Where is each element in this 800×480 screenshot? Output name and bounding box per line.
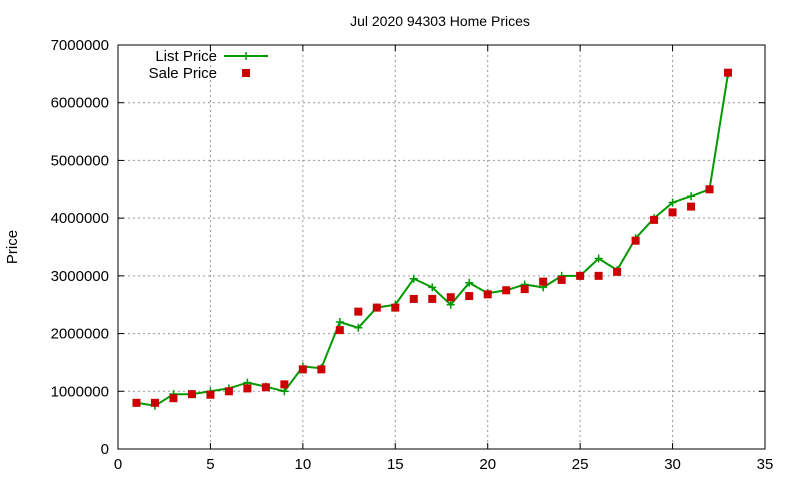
sale-price-point <box>409 294 418 303</box>
y-tick-label: 0 <box>101 441 109 458</box>
chart-title: Jul 2020 94303 Home Prices <box>350 13 530 29</box>
y-tick-label: 1000000 <box>51 383 109 400</box>
sale-price-point <box>298 365 307 374</box>
axis-ticks: 0 5 10 15 20 25 30 35 0 1000000 2000000 3000000 4000… <box>51 37 774 473</box>
legend-label: Sale Price <box>149 65 217 82</box>
sale-price-point <box>150 398 159 407</box>
sale-price-point <box>520 285 529 294</box>
sale-price-point <box>465 292 474 301</box>
list-price-point <box>428 283 437 292</box>
sale-price-point <box>576 271 585 280</box>
sale-price-point <box>224 387 233 396</box>
x-tick-label: 5 <box>206 456 214 473</box>
x-tick-label: 10 <box>295 456 312 473</box>
x-tick-label: 30 <box>664 456 681 473</box>
sale-price-point <box>335 326 344 335</box>
plot-frame <box>117 44 766 450</box>
sale-price-point <box>483 290 492 299</box>
legend-marker-square <box>242 69 250 77</box>
list-price-point <box>687 192 696 201</box>
sale-price-point <box>372 303 381 312</box>
sale-price-point <box>169 394 178 403</box>
sale-price-point <box>502 286 511 295</box>
sale-price-point <box>391 303 400 312</box>
list-price-point <box>335 318 344 327</box>
sale-price-point <box>206 390 215 399</box>
y-axis-label: Price <box>4 230 21 264</box>
series <box>132 68 733 410</box>
x-tick-label: 0 <box>114 456 122 473</box>
y-tick-label: 6000000 <box>51 95 109 112</box>
list-price-point <box>280 387 289 396</box>
list-price-point <box>594 254 603 263</box>
sale-price-point <box>280 380 289 389</box>
x-tick-label: 25 <box>572 456 589 473</box>
sale-price-point <box>243 384 252 393</box>
y-tick-label: 2000000 <box>51 326 109 343</box>
sale-price-point <box>187 390 196 399</box>
sale-price-point <box>132 398 141 407</box>
sale-price-point <box>317 365 326 374</box>
sale-price-point <box>539 277 548 286</box>
list-price-point <box>465 278 474 287</box>
y-tick-label: 3000000 <box>51 268 109 285</box>
y-tick-label: 7000000 <box>51 37 109 54</box>
sale-price-point <box>724 68 733 77</box>
sale-price-point <box>446 293 455 302</box>
legend-marker-plus <box>242 52 250 60</box>
sale-price-point <box>261 383 270 392</box>
sale-price-point <box>428 294 437 303</box>
x-tick-label: 35 <box>757 456 774 473</box>
sale-price-point <box>594 271 603 280</box>
x-tick-label: 15 <box>387 456 404 473</box>
sale-price-point <box>687 202 696 211</box>
list-price-point <box>409 274 418 283</box>
sale-price-point <box>631 236 640 245</box>
sale-price-point <box>668 208 677 217</box>
sale-price-point <box>354 307 363 316</box>
list-price-point <box>446 300 455 309</box>
x-tick-label: 20 <box>479 456 496 473</box>
list-price-point <box>354 323 363 332</box>
sale-price-point <box>613 267 622 276</box>
y-tick-label: 4000000 <box>51 210 109 227</box>
legend-label: List Price <box>155 48 217 65</box>
sale-price-point <box>705 185 714 194</box>
list-price-point <box>668 198 677 207</box>
y-tick-label: 5000000 <box>51 152 109 169</box>
sale-price-point <box>650 215 659 224</box>
sale-price-point <box>557 275 566 284</box>
grid <box>118 45 765 449</box>
